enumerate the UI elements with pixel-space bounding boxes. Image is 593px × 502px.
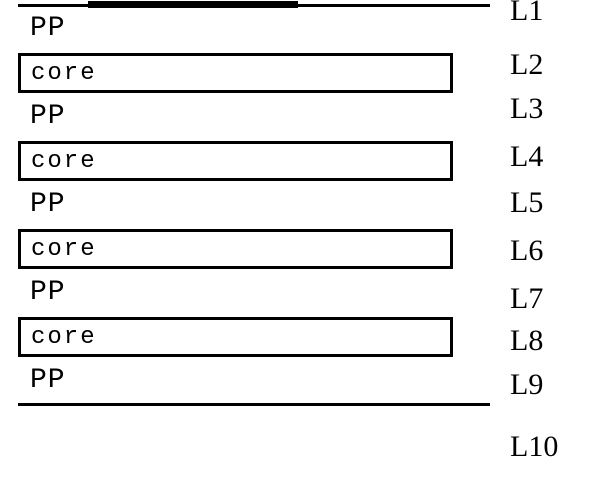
pp-label: PP <box>30 101 66 132</box>
core-box: core <box>18 317 453 357</box>
diagram-root: PP core PP core PP core PP <box>0 0 593 502</box>
core-label: core <box>31 324 97 351</box>
pp-row: PP <box>18 7 490 51</box>
core-row: core <box>18 51 490 95</box>
core-row: core <box>18 139 490 183</box>
layer-labels: L1 L2 L3 L4 L5 L6 L7 L8 L9 L10 <box>510 0 590 502</box>
layer-label: L3 <box>510 92 543 126</box>
layer-label: L5 <box>510 186 543 220</box>
pp-row: PP <box>18 359 490 403</box>
core-box: core <box>18 53 453 93</box>
layer-label: L9 <box>510 368 543 402</box>
layer-label: L6 <box>510 234 543 268</box>
core-row: core <box>18 227 490 271</box>
pp-row: PP <box>18 95 490 139</box>
core-label: core <box>31 148 97 175</box>
pp-label: PP <box>30 13 66 44</box>
layer-label: L2 <box>510 48 543 82</box>
core-box: core <box>18 229 453 269</box>
layer-label: L4 <box>510 140 543 174</box>
pp-label: PP <box>30 189 66 220</box>
layer-label: L7 <box>510 282 543 316</box>
bottom-rule <box>18 403 490 406</box>
layer-label: L1 <box>510 0 543 28</box>
core-label: core <box>31 60 97 87</box>
pp-row: PP <box>18 183 490 227</box>
core-box: core <box>18 141 453 181</box>
layer-stack: PP core PP core PP core PP <box>18 4 490 406</box>
pp-label: PP <box>30 365 66 396</box>
layer-label: L10 <box>510 430 558 464</box>
core-label: core <box>31 236 97 263</box>
pp-row: PP <box>18 271 490 315</box>
core-row: core <box>18 315 490 359</box>
pp-label: PP <box>30 277 66 308</box>
layer-label: L8 <box>510 324 543 358</box>
